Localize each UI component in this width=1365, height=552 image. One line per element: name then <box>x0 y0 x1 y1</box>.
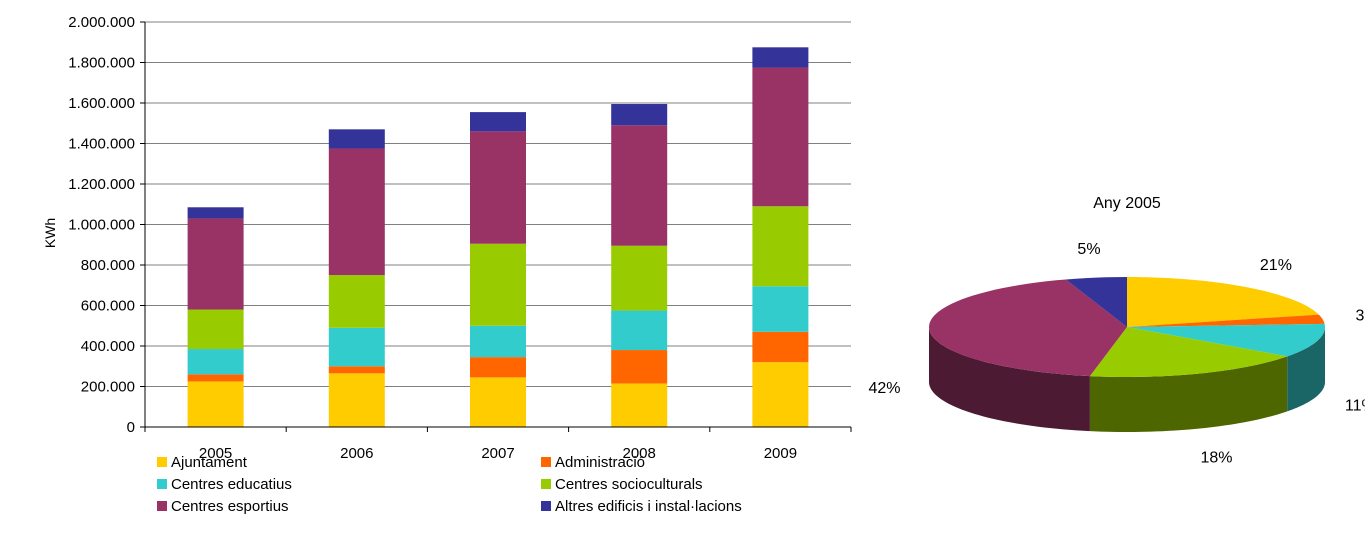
legend-swatch <box>541 457 551 467</box>
legend-swatch <box>541 501 551 511</box>
bar-series <box>187 47 809 427</box>
x-tick-label: 2005 <box>199 445 232 462</box>
pie-slice <box>1127 314 1325 327</box>
y-tick-labels: 0 200.000 400.000 600.000 800.000 1.000.000 1.… <box>68 14 145 436</box>
bar-segment <box>470 243 526 326</box>
y-tick-label: 600.000 <box>81 298 135 315</box>
bar-segment <box>611 104 668 126</box>
pie-percent-label: 5% <box>1077 241 1100 258</box>
x-tick-label: 2006 <box>340 445 373 462</box>
pie-slice <box>929 279 1127 377</box>
legend-label: Centres educatius <box>171 476 292 493</box>
pie-chart: Any 2005 21% 3% 11% 18% 42% 5% <box>868 195 1365 466</box>
bar-segment <box>611 383 668 427</box>
y-tick-label: 1.000.000 <box>68 217 135 234</box>
y-tick-label: 800.000 <box>81 257 135 274</box>
bar-segment <box>187 349 244 375</box>
pie-side <box>1287 327 1325 412</box>
bar-segment <box>187 381 244 427</box>
legend-swatch <box>157 457 167 467</box>
bar-segment <box>328 366 385 374</box>
bar-segment <box>611 125 668 246</box>
bar-segment <box>328 129 385 149</box>
y-tick-label: 1.400.000 <box>68 136 135 153</box>
bar-segment <box>752 331 809 363</box>
pie-slice <box>1127 323 1325 357</box>
bar-segment <box>752 67 809 207</box>
pie-percent-labels: 21% 3% 11% 18% 42% 5% <box>868 241 1365 466</box>
y-tick-label: 1.200.000 <box>68 176 135 193</box>
legend-swatch <box>157 479 167 489</box>
pie-side <box>929 327 1090 432</box>
x-tick-label: 2008 <box>623 445 656 462</box>
legend-label: Altres edificis i instal·lacions <box>555 498 742 515</box>
x-tick-labels: 2005 2006 2007 2008 2009 <box>144 427 852 462</box>
bar-segment <box>752 206 809 287</box>
bar-segment <box>752 362 809 427</box>
legend-swatch <box>541 479 551 489</box>
bar-segment <box>470 112 526 132</box>
pie-percent-label: 42% <box>868 380 900 397</box>
y-tick-label: 400.000 <box>81 338 135 355</box>
bar-segment <box>328 148 385 276</box>
bar-segment <box>611 245 668 311</box>
legend-label: Centres socioculturals <box>555 476 703 493</box>
y-tick-label: 1.800.000 <box>68 55 135 72</box>
pie-side <box>1089 356 1288 432</box>
y-tick-label: 200.000 <box>81 379 135 396</box>
legend-swatch <box>157 501 167 511</box>
pie-percent-label: 18% <box>1200 449 1232 466</box>
bar-segment <box>328 327 385 367</box>
y-tick-label: 0 <box>127 419 135 436</box>
bar-segment <box>611 310 668 351</box>
pie-title: Any 2005 <box>1093 195 1161 212</box>
bar-segment <box>470 357 526 378</box>
pie-slice <box>1127 277 1319 327</box>
stacked-bar-chart: 0 200.000 400.000 600.000 800.000 1.000.000 1.… <box>42 14 852 515</box>
pie-slice <box>1065 277 1127 327</box>
y-tick-label: 1.600.000 <box>68 95 135 112</box>
bar-segment <box>187 309 244 350</box>
x-tick-label: 2007 <box>481 445 514 462</box>
bar-segment <box>328 275 385 328</box>
legend-label: Centres esportius <box>171 498 289 515</box>
bar-segment <box>470 377 526 427</box>
y-axis-label: KWh <box>42 218 58 248</box>
pie-percent-label: 3% <box>1355 307 1365 324</box>
legend: Ajuntament Administració Centres educatius… <box>157 454 742 515</box>
bar-segment <box>187 207 244 219</box>
bar-segment <box>187 218 244 310</box>
legend-label: Administració <box>555 454 645 471</box>
bar-segment <box>752 286 809 332</box>
bar-segment <box>470 131 526 244</box>
y-tick-label: 2.000.000 <box>68 14 135 31</box>
pie-percent-label: 21% <box>1260 257 1292 274</box>
pie-percent-label: 11% <box>1345 397 1365 414</box>
legend-label: Ajuntament <box>171 454 248 471</box>
bar-segment <box>470 325 526 358</box>
bar-segment <box>187 374 244 382</box>
bar-segment <box>611 350 668 384</box>
bar-segment <box>752 47 809 68</box>
pie-slices <box>929 277 1325 377</box>
pie-slice <box>1089 327 1288 377</box>
pie-3d-sides <box>929 327 1325 432</box>
bar-segment <box>328 373 385 427</box>
x-tick-label: 2009 <box>764 445 797 462</box>
